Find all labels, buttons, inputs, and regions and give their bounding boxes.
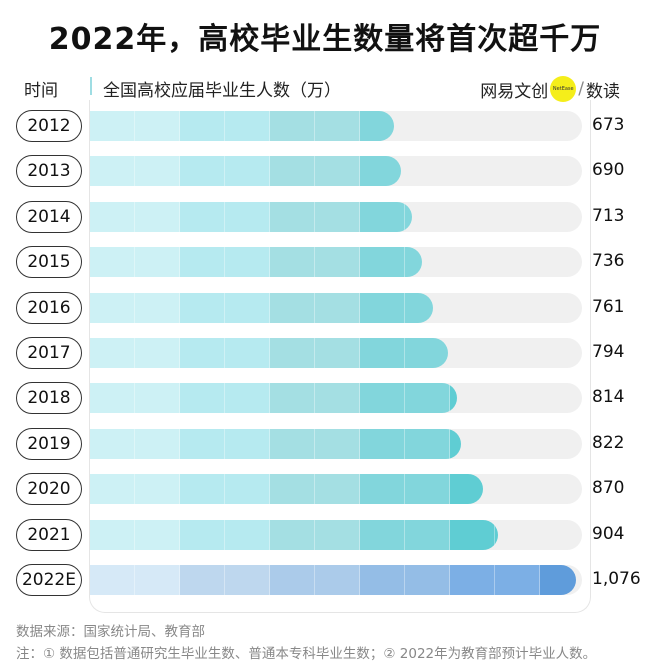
header-divider xyxy=(90,77,92,95)
bar-row: 2015 736 xyxy=(0,246,650,279)
y-axis-label: 时间 xyxy=(24,81,58,101)
bar-row: 2018 814 xyxy=(0,382,650,415)
year-label: 2016 xyxy=(16,291,82,324)
brand-suffix: 数读 xyxy=(586,81,620,102)
bar-row: 2020 870 xyxy=(0,473,650,506)
value-label: 794 xyxy=(592,342,625,362)
year-label: 2018 xyxy=(16,382,82,415)
year-label: 2015 xyxy=(16,246,82,279)
brand-badge-icon: NetEase xyxy=(550,76,577,102)
year-label: 2022E xyxy=(16,564,82,596)
bar xyxy=(90,428,461,459)
bar xyxy=(90,292,433,323)
bar xyxy=(90,247,422,278)
bar xyxy=(90,565,576,595)
bar-row: 2013 690 xyxy=(0,155,650,188)
year-label: 2019 xyxy=(16,427,82,460)
bar-row: 2017 794 xyxy=(0,337,650,369)
brand-name: 网易文创 xyxy=(480,81,549,102)
year-label: 2013 xyxy=(16,155,82,188)
bar xyxy=(90,111,394,141)
bar xyxy=(90,156,401,187)
bar xyxy=(90,519,498,550)
year-label: 2021 xyxy=(16,518,82,551)
chart-title: 2022年，高校毕业生数量将首次超千万 xyxy=(48,22,602,57)
value-label: 713 xyxy=(592,205,625,226)
value-label: 870 xyxy=(592,478,625,499)
value-label: 1,076 xyxy=(592,569,641,589)
brand-separator: / xyxy=(578,79,584,99)
bar xyxy=(90,201,412,232)
value-label: 814 xyxy=(592,387,625,408)
bar xyxy=(90,383,457,414)
value-label: 673 xyxy=(592,115,625,135)
bar-row: 2021 904 xyxy=(0,518,650,551)
bar-row: 2019 822 xyxy=(0,427,650,460)
footnote: 注：① 数据包括普通研究生毕业生数、普通本专科毕业生数；② 2022年为教育部预… xyxy=(16,646,597,662)
bar xyxy=(90,338,448,368)
bar-row: 2014 713 xyxy=(0,200,650,233)
value-label: 822 xyxy=(592,432,625,453)
value-label: 690 xyxy=(592,160,625,181)
value-label: 761 xyxy=(592,296,625,317)
bar-row: 2016 761 xyxy=(0,291,650,324)
bar xyxy=(90,474,483,505)
bar-row: 2022E 1,076 xyxy=(0,564,650,596)
value-label: 904 xyxy=(592,523,625,544)
brand-logo: 网易文创 NetEase / 数读 xyxy=(480,76,620,102)
year-label: 2017 xyxy=(16,337,82,369)
year-label: 2014 xyxy=(16,200,82,233)
x-axis-label: 全国高校应届毕业生人数（万） xyxy=(103,81,341,101)
source-note: 数据来源：国家统计局、教育部 xyxy=(16,624,205,640)
year-label: 2012 xyxy=(16,110,82,142)
year-label: 2020 xyxy=(16,473,82,506)
bar-row: 2012 673 xyxy=(0,110,650,142)
chart-frame xyxy=(89,100,591,613)
value-label: 736 xyxy=(592,251,625,272)
